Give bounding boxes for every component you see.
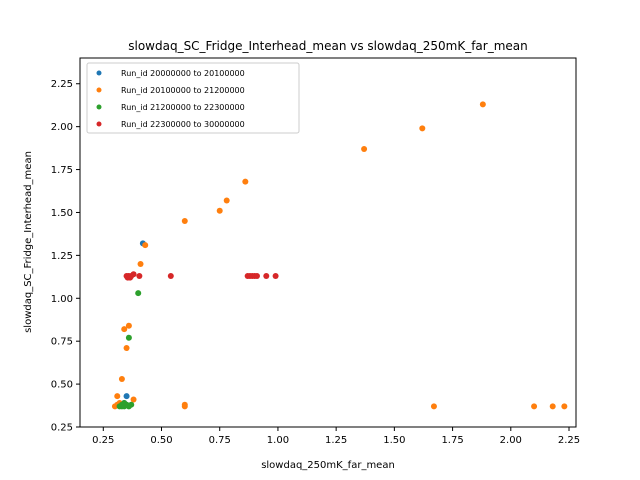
legend-entry-label: Run_id 21200000 to 22300000 [121,103,245,112]
data-point-series-3 [136,272,143,279]
data-point-series-1 [181,218,188,225]
data-point-series-1 [142,242,149,249]
x-tick-label: 1.75 [441,435,463,446]
data-point-series-2 [125,334,132,341]
plot-frame [79,57,577,428]
legend-marker [96,70,102,76]
data-point-series-1 [361,145,368,152]
x-tick-label: 2.00 [500,435,522,446]
data-point-series-1 [549,403,556,410]
data-point-series-3 [130,271,137,278]
legend-marker [96,87,102,93]
data-point-series-1 [223,197,230,204]
y-tick-label: 1.25 [51,251,73,262]
y-tick-label: 1.50 [51,208,73,219]
x-tick-label: 0.50 [150,435,172,446]
data-point-series-1 [114,393,121,400]
legend-marker [96,104,102,110]
data-point-series-2 [118,403,125,410]
legend-marker [96,121,102,127]
legend-entry-label: Run_id 20000000 to 20100000 [121,69,245,78]
legend-entry-label: Run_id 22300000 to 30000000 [121,120,245,129]
x-tick-label: 1.50 [383,435,405,446]
x-tick-label: 0.75 [209,435,231,446]
y-axis: 0.25 0.50 0.75 1.00 1.25 1.50 1.75 2.00 2.25 [51,79,80,434]
legend-entry-label: Run_id 20100000 to 21200000 [121,86,245,95]
data-point-series-1 [130,396,137,403]
points-layer [111,101,568,410]
chart-title: slowdaq_SC_Fridge_Interhead_mean vs slow… [128,39,528,53]
data-point-series-1 [531,403,538,410]
data-point-series-1 [181,403,188,410]
x-tick-label: 1.25 [325,435,347,446]
x-tick-label: 2.25 [558,435,580,446]
x-axis: 0.25 0.50 0.75 1.00 1.25 1.50 1.75 2.00 2.25 [92,427,580,446]
data-point-series-1 [479,101,486,108]
data-point-series-2 [128,401,135,408]
data-point-series-2 [135,290,142,297]
data-point-series-1 [216,207,223,214]
data-point-series-1 [242,178,249,185]
data-point-series-3 [263,272,270,279]
y-tick-label: 0.75 [51,337,73,348]
x-tick-label: 1.00 [267,435,289,446]
y-axis-label: slowdaq_SC_Fridge_Interhead_mean [23,151,34,333]
data-point-series-1 [419,125,426,132]
y-tick-label: 1.00 [51,294,73,305]
data-point-series-0 [123,393,130,400]
x-tick-label: 0.25 [92,435,114,446]
x-axis-label: slowdaq_250mK_far_mean [261,460,395,471]
data-point-series-3 [167,272,174,279]
data-point-series-1 [118,375,125,382]
y-tick-label: 2.00 [51,122,73,133]
data-point-series-1 [125,322,132,329]
legend: Run_id 20000000 to 20100000 Run_id 201000… [86,62,300,134]
data-point-series-1 [561,403,568,410]
data-point-series-1 [430,403,437,410]
y-tick-label: 0.50 [51,380,73,391]
y-tick-label: 2.25 [51,79,73,90]
data-point-series-3 [272,272,279,279]
data-point-series-1 [137,260,144,267]
y-tick-label: 0.25 [51,423,73,434]
data-point-series-1 [121,326,128,333]
data-point-series-3 [253,272,260,279]
y-tick-label: 1.75 [51,165,73,176]
legend-box [86,62,300,134]
data-point-series-1 [123,345,130,352]
